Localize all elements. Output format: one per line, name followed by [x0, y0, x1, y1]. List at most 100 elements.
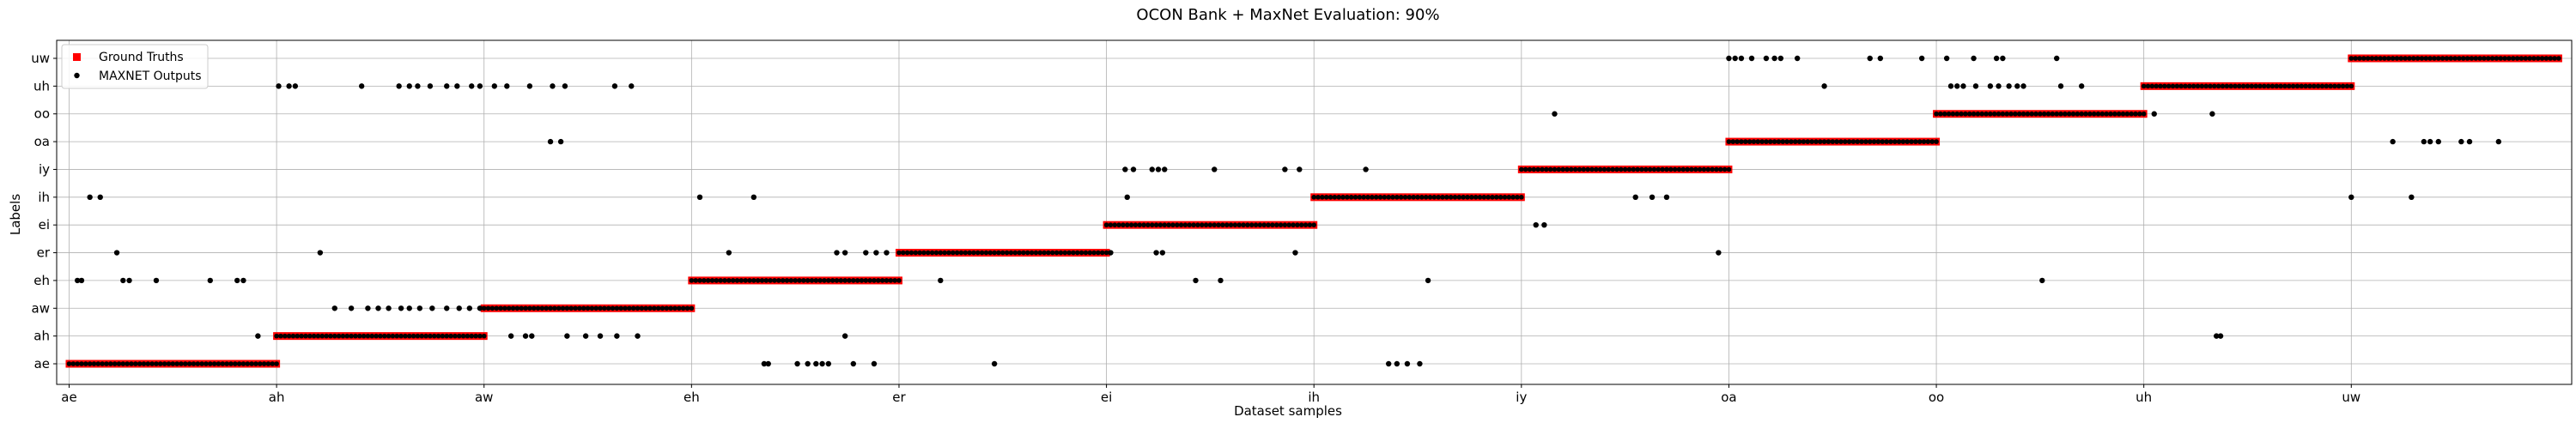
maxnet-point [137, 361, 143, 366]
maxnet-point [2419, 56, 2425, 61]
maxnet-point [2287, 83, 2292, 89]
maxnet-point [738, 278, 744, 283]
maxnet-point [494, 305, 500, 311]
maxnet-point [1996, 111, 2002, 117]
maxnet-point [398, 305, 404, 311]
maxnet-point [141, 361, 147, 366]
maxnet-point [1216, 222, 1221, 227]
maxnet-point [1692, 166, 1698, 172]
maxnet-point [95, 361, 101, 366]
maxnet-point [1622, 166, 1628, 172]
maxnet-point [705, 278, 711, 283]
maxnet-point [1730, 139, 1736, 144]
maxnet-point [1726, 55, 1732, 62]
maxnet-point [2145, 83, 2151, 89]
maxnet-point [2014, 83, 2020, 89]
maxnet-point [1780, 139, 1786, 144]
maxnet-point [249, 361, 254, 366]
maxnet-point [2409, 194, 2415, 201]
maxnet-run-iy [1519, 166, 1732, 172]
maxnet-point [398, 333, 404, 339]
maxnet-point [1348, 195, 1354, 200]
maxnet-point [2489, 56, 2495, 61]
maxnet-point [1145, 222, 1151, 227]
maxnet-point [2307, 83, 2312, 89]
y-tick-label: ei [39, 217, 50, 233]
maxnet-point [1224, 222, 1230, 227]
maxnet-point [2531, 56, 2537, 61]
maxnet-point [444, 83, 450, 89]
maxnet-point [2435, 138, 2441, 145]
maxnet-point [1141, 222, 1146, 227]
maxnet-point [1947, 83, 1954, 89]
maxnet-point [1938, 111, 1943, 117]
maxnet-point [1386, 195, 1391, 200]
maxnet-point [942, 250, 947, 256]
maxnet-point [2394, 56, 2400, 61]
maxnet-point [120, 361, 126, 366]
chart-title: OCON Bank + MaxNet Evaluation: 90% [1136, 6, 1439, 24]
maxnet-point [573, 305, 578, 311]
maxnet-point [2195, 83, 2201, 89]
maxnet-point [2045, 111, 2051, 117]
maxnet-point [564, 333, 570, 339]
maxnet-point [901, 250, 906, 256]
maxnet-point [1764, 139, 1769, 144]
maxnet-point [873, 250, 879, 256]
maxnet-point [2108, 111, 2113, 117]
maxnet-point [1417, 360, 1423, 367]
maxnet-point [1502, 195, 1508, 200]
maxnet-point [2390, 56, 2396, 61]
maxnet-point [1340, 195, 1346, 200]
maxnet-point [1394, 195, 1400, 200]
maxnet-point [2398, 56, 2404, 61]
maxnet-point [726, 250, 732, 256]
maxnet-point [331, 333, 337, 339]
maxnet-point [216, 361, 222, 366]
maxnet-point [126, 277, 132, 284]
maxnet-point [2000, 55, 2006, 62]
maxnet-point [535, 305, 541, 311]
maxnet-point [1959, 111, 1964, 117]
maxnet-point [440, 333, 446, 339]
maxnet-point [1273, 222, 1279, 227]
maxnet-point [1540, 166, 1545, 172]
maxnet-point [1402, 195, 1408, 200]
maxnet-point [1960, 83, 1966, 89]
maxnet-point [896, 250, 902, 256]
maxnet-point [415, 83, 421, 89]
maxnet-point [813, 360, 819, 367]
maxnet-point [552, 305, 557, 311]
maxnet-run-uh [2141, 83, 2354, 89]
maxnet-point [1738, 55, 1745, 62]
maxnet-point [1585, 166, 1590, 172]
x-tick-label: eh [683, 390, 700, 405]
maxnet-point [1074, 250, 1080, 256]
maxnet-point [2178, 83, 2184, 89]
maxnet-point [2340, 83, 2346, 89]
maxnet-point [2353, 56, 2358, 61]
maxnet-point [307, 333, 313, 339]
maxnet-point [1685, 166, 1690, 172]
maxnet-point [1477, 195, 1483, 200]
maxnet-point [1581, 166, 1587, 172]
maxnet-point [1896, 139, 1902, 144]
maxnet-point [378, 333, 383, 339]
y-tick-label: ih [38, 190, 50, 205]
maxnet-point [265, 361, 271, 366]
maxnet-point [386, 305, 392, 311]
maxnet-point [2485, 56, 2491, 61]
maxnet-point [1519, 166, 1524, 172]
maxnet-point [761, 360, 768, 367]
maxnet-point [1909, 139, 1914, 144]
maxnet-point [1830, 139, 1836, 144]
maxnet-point [1714, 166, 1719, 172]
maxnet-point [2057, 83, 2064, 89]
maxnet-point [276, 83, 282, 89]
maxnet-point [1742, 139, 1748, 144]
maxnet-point [1207, 222, 1213, 227]
maxnet-point [1261, 222, 1267, 227]
maxnet-point [2460, 56, 2466, 61]
maxnet-point [2233, 83, 2238, 89]
